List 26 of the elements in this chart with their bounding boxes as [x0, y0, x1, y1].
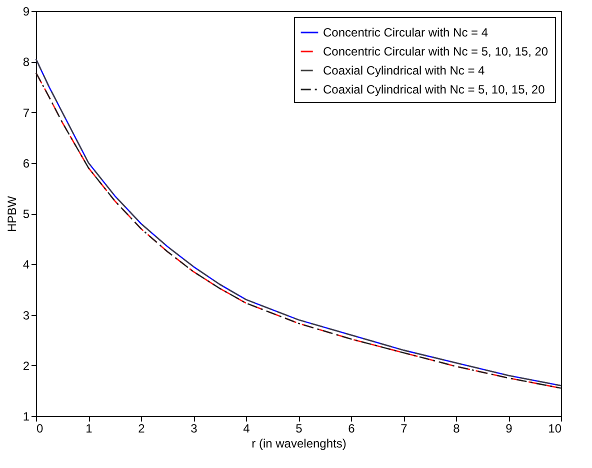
x-tick-label: 9 — [506, 422, 513, 436]
x-tick-label: 6 — [348, 422, 356, 436]
x-tick-label: 7 — [400, 422, 408, 436]
x-tick-label: 0 — [36, 422, 44, 436]
y-tick-label: 3 — [22, 308, 30, 322]
y-tick-label: 1 — [22, 410, 30, 424]
y-axis-title: HPBW — [4, 195, 19, 232]
y-tick-label: 7 — [22, 106, 30, 120]
x-tick-label: 10 — [548, 422, 562, 436]
x-tick-label: 8 — [453, 422, 460, 436]
x-tick-label: 2 — [138, 422, 146, 436]
legend-label: Concentric Circular with Nc = 4 — [323, 26, 488, 40]
y-tick-label: 8 — [22, 55, 30, 70]
y-tick-label: 6 — [22, 156, 30, 170]
legend-label: Coaxial Cylindrical with Nc = 5, 10, 15, 20 — [323, 82, 546, 96]
x-tick-label: 5 — [296, 422, 303, 436]
legend-label: Concentric Circular with Nc = 5, 10, 15, 20 — [323, 44, 548, 58]
x-tick-label: 4 — [243, 422, 250, 436]
y-tick-label: 2 — [22, 358, 30, 373]
y-tick-label: 5 — [22, 207, 30, 221]
x-tick-label: 3 — [190, 422, 198, 436]
y-tick-label: 4 — [22, 258, 30, 272]
x-axis-title: r (in wavelenghts) — [252, 436, 346, 450]
x-tick-label: 1 — [86, 422, 93, 436]
y-tick-label: 9 — [22, 4, 30, 18]
legend-label: Coaxial Cylindrical with Nc = 4 — [323, 64, 486, 78]
